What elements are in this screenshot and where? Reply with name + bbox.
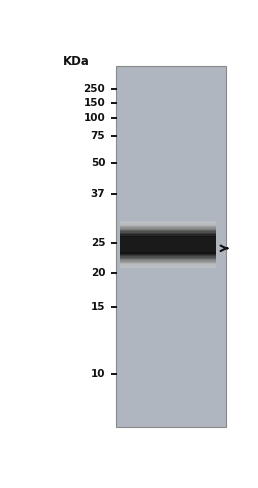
Text: 25: 25 <box>91 238 105 248</box>
Bar <box>120 230 216 259</box>
Bar <box>120 231 216 258</box>
Bar <box>120 229 216 260</box>
Text: 37: 37 <box>91 189 105 199</box>
Text: 15: 15 <box>91 302 105 312</box>
Bar <box>120 233 216 256</box>
Bar <box>120 227 216 262</box>
Text: 100: 100 <box>84 113 105 123</box>
Bar <box>120 221 216 268</box>
Bar <box>120 234 216 255</box>
Bar <box>120 226 216 263</box>
Bar <box>120 237 216 252</box>
Bar <box>120 236 216 254</box>
Text: 150: 150 <box>84 98 105 108</box>
Bar <box>120 222 216 267</box>
Text: 10: 10 <box>91 369 105 379</box>
Text: KDa: KDa <box>63 55 90 68</box>
Bar <box>120 224 216 264</box>
Text: 250: 250 <box>84 84 105 94</box>
Bar <box>120 224 216 266</box>
Text: 75: 75 <box>91 131 105 141</box>
Text: 50: 50 <box>91 158 105 168</box>
Bar <box>116 66 226 427</box>
Text: 20: 20 <box>91 268 105 279</box>
